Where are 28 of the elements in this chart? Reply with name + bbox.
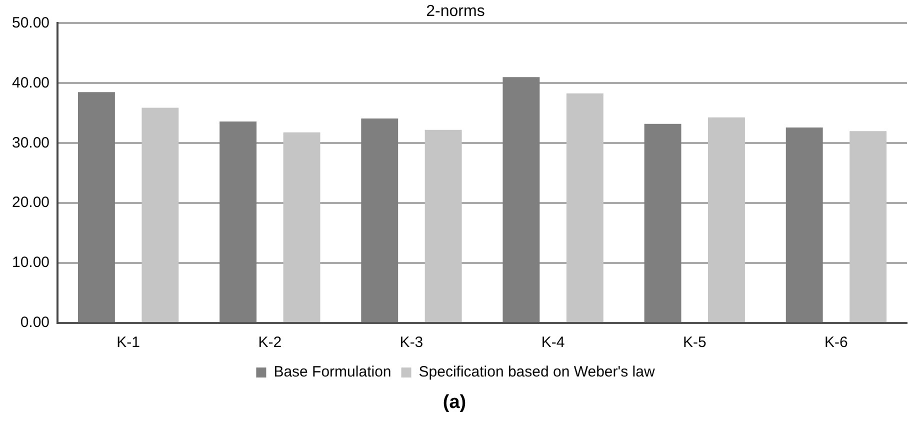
bar xyxy=(78,92,115,322)
text: (a) xyxy=(442,392,468,414)
bar xyxy=(424,130,462,322)
legend-label: Specification based on Weber's law xyxy=(418,364,655,381)
bar xyxy=(786,128,823,322)
x-tick-label: K-4 xyxy=(541,334,565,352)
bar xyxy=(566,93,604,322)
y-tick-label: 20.00 xyxy=(12,194,50,212)
x-tick-label: K-2 xyxy=(258,334,282,352)
x-tick-label: K-6 xyxy=(824,334,848,352)
bar xyxy=(708,117,745,322)
y-tick-label: 10.00 xyxy=(12,254,50,272)
x-tick-label: K-3 xyxy=(400,334,424,352)
bar xyxy=(502,77,540,322)
y-tick-label: 30.00 xyxy=(12,134,50,152)
y-tick-label: 50.00 xyxy=(12,14,50,32)
bar xyxy=(361,118,398,322)
legend-label: Base Formulation xyxy=(274,364,392,381)
y-tick-label: 0.00 xyxy=(20,314,50,332)
x-tick-label: K-5 xyxy=(682,334,706,352)
bar xyxy=(644,124,682,322)
x-tick-label: K-1 xyxy=(116,334,140,352)
y-tick-label: 40.00 xyxy=(12,74,50,92)
bar xyxy=(850,131,887,322)
bar xyxy=(283,132,320,322)
bar xyxy=(220,122,257,322)
chart-title: 2-norms xyxy=(426,3,485,20)
bar xyxy=(142,108,179,322)
